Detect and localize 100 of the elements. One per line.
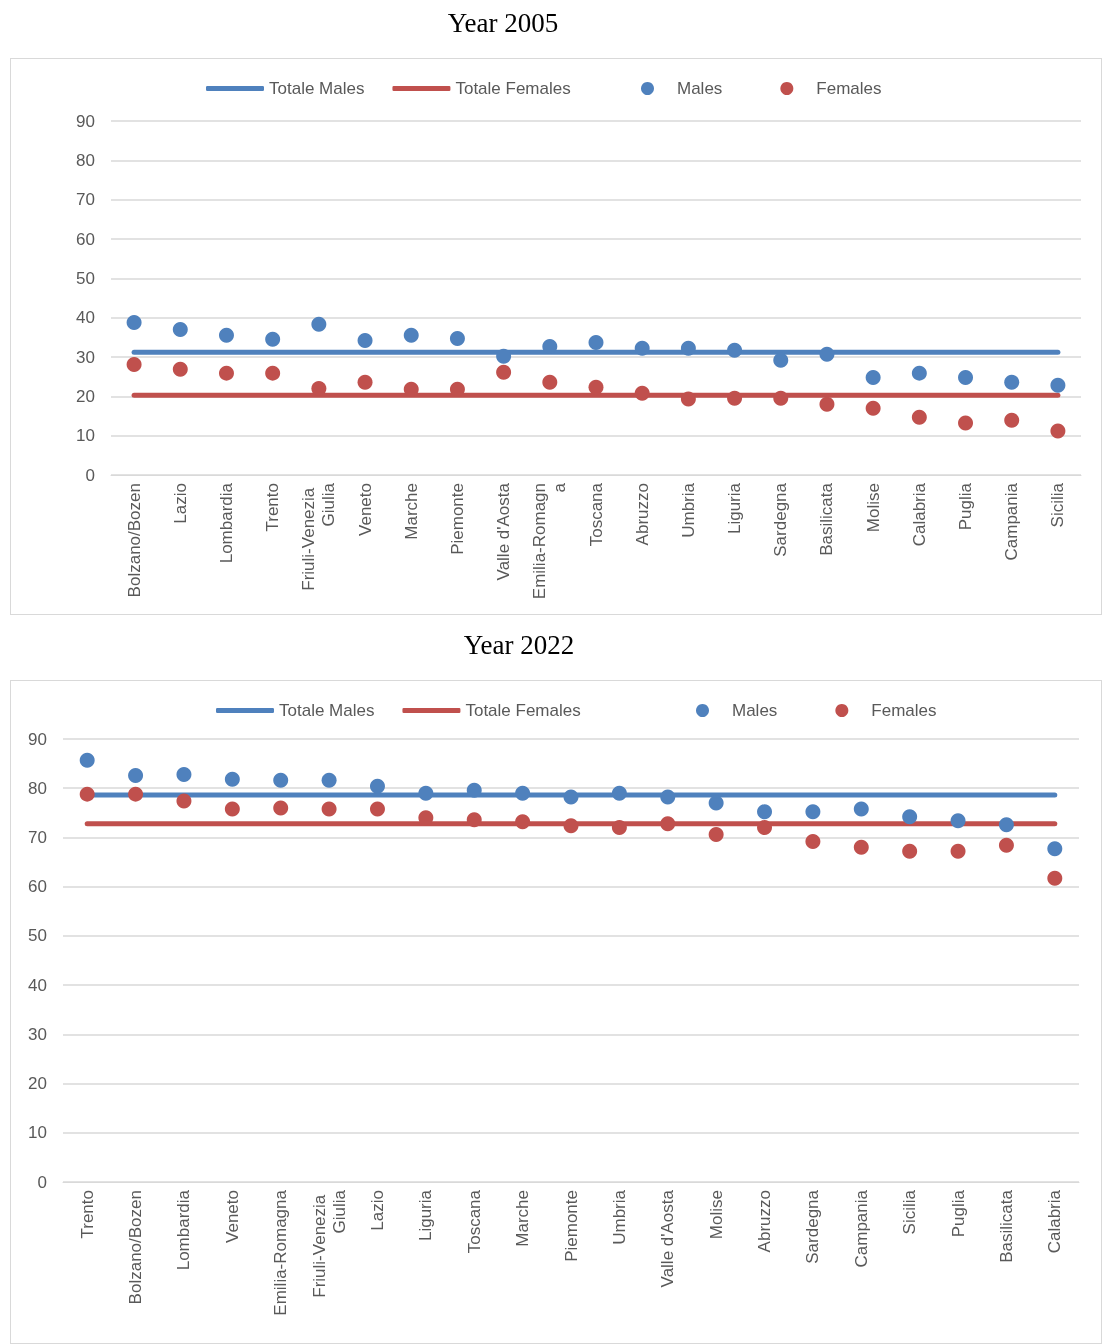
x-tick-label: Trento xyxy=(77,1190,97,1239)
x-tick-label: Abruzzo xyxy=(755,1190,775,1253)
x-tick-label: Bolzano/Bozen xyxy=(126,1190,146,1305)
point xyxy=(357,332,373,348)
point xyxy=(126,314,142,330)
point xyxy=(79,752,95,768)
x-tick-label: Marche xyxy=(401,483,421,540)
point xyxy=(496,348,512,364)
x-tick-label: Campania xyxy=(851,1189,871,1268)
x-tick-label: Trento xyxy=(263,483,283,532)
point xyxy=(727,342,743,358)
x-tick-label: Valle d'Aosta xyxy=(658,1189,678,1288)
x-tick-label: Toscana xyxy=(586,482,606,547)
x-tick-label: Campania xyxy=(1002,482,1022,561)
point xyxy=(273,772,289,788)
y-tick-label: 70 xyxy=(28,827,47,847)
point xyxy=(218,327,234,343)
point xyxy=(369,778,385,794)
x-tick-label: Calabria xyxy=(1045,1189,1065,1254)
x-tick-label: Emilia-Romagna xyxy=(271,1189,291,1316)
x-tick-label: Piemonte xyxy=(561,1190,581,1262)
y-tick-label: 0 xyxy=(37,1172,47,1192)
x-tick-label: Lombardia xyxy=(216,482,236,564)
point xyxy=(515,814,531,830)
point xyxy=(176,793,192,809)
x-tick-label: Molise xyxy=(706,1190,726,1240)
point xyxy=(79,786,95,802)
x-tick-label: Bolzano/Bozen xyxy=(124,483,144,598)
x-tick-label: Basilicata xyxy=(817,482,837,556)
y-tick-label: 60 xyxy=(76,229,95,249)
y-tick-label: 0 xyxy=(85,465,95,485)
point xyxy=(950,813,966,829)
y-tick-label: 40 xyxy=(76,308,95,328)
x-tick-label: Veneto xyxy=(222,1190,242,1243)
point xyxy=(660,789,676,805)
x-tick-label: Valle d'Aosta xyxy=(494,482,514,581)
x-tick-label: Lazio xyxy=(170,483,190,524)
point xyxy=(865,369,881,385)
y-tick-label: 90 xyxy=(28,729,47,749)
x-tick-label: Umbria xyxy=(609,1189,629,1245)
point xyxy=(563,818,579,834)
point xyxy=(126,356,142,372)
x-tick-label: Basilicata xyxy=(996,1189,1016,1263)
point xyxy=(466,812,482,828)
point xyxy=(1047,870,1063,886)
point xyxy=(611,820,627,836)
point xyxy=(773,390,789,406)
point xyxy=(542,374,558,390)
point xyxy=(634,340,650,356)
point xyxy=(588,334,604,350)
x-tick-label: Sardegna xyxy=(803,1189,823,1264)
y-tick-label: 60 xyxy=(28,877,47,897)
x-tick-label: Puglia xyxy=(956,482,976,531)
y-tick-label: 80 xyxy=(76,150,95,170)
x-tick-label: Calabria xyxy=(909,482,929,547)
point xyxy=(1050,377,1066,393)
x-tick-label: Sardegna xyxy=(771,482,791,557)
x-tick-label: Toscana xyxy=(464,1189,484,1254)
point xyxy=(321,801,337,817)
legend-label: Totale Females xyxy=(455,79,571,98)
point xyxy=(369,801,385,817)
point xyxy=(496,364,512,380)
x-tick-label: Liguria xyxy=(725,482,745,535)
point xyxy=(224,801,240,817)
point xyxy=(998,837,1014,853)
x-tick-label: Sicilia xyxy=(1048,482,1068,528)
chart-title: Year 2022 xyxy=(462,630,576,661)
point xyxy=(172,361,188,377)
point xyxy=(902,809,918,825)
y-tick-label: 40 xyxy=(28,975,47,995)
x-tick-label: Sicilia xyxy=(900,1189,920,1235)
point xyxy=(773,352,789,368)
point xyxy=(950,843,966,859)
y-tick-label: 20 xyxy=(28,1074,47,1094)
point xyxy=(1047,841,1063,857)
point xyxy=(853,839,869,855)
point xyxy=(1050,423,1066,439)
legend-label: Totale Females xyxy=(465,701,581,720)
point xyxy=(311,316,327,332)
point xyxy=(321,772,337,788)
x-tick-label: Lazio xyxy=(367,1190,387,1231)
x-tick-label: Molise xyxy=(863,483,883,533)
point xyxy=(757,804,773,820)
y-tick-label: 20 xyxy=(76,386,95,406)
point xyxy=(418,785,434,801)
chart-title: Year 2005 xyxy=(446,8,560,39)
point xyxy=(611,785,627,801)
point xyxy=(958,415,974,431)
point xyxy=(357,374,373,390)
legend-label: Totale Males xyxy=(279,701,375,720)
y-tick-label: 70 xyxy=(76,190,95,210)
legend-label: Totale Males xyxy=(269,79,365,98)
point xyxy=(128,767,144,783)
legend-label: Females xyxy=(816,79,882,98)
point xyxy=(819,396,835,412)
point xyxy=(805,833,821,849)
point xyxy=(1004,412,1020,428)
legend-label: Females xyxy=(871,701,937,720)
point xyxy=(176,766,192,782)
point xyxy=(403,327,419,343)
